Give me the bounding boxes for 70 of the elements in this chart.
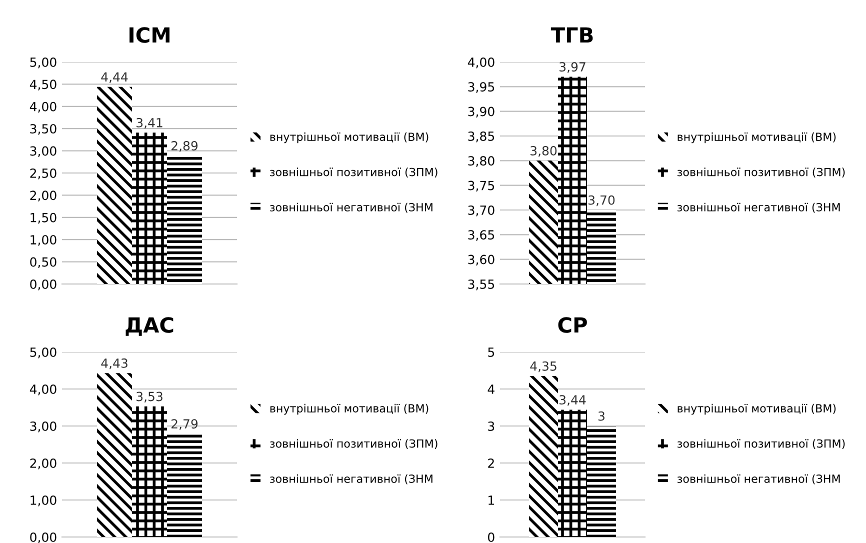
- y-tick-label: 0,00: [30, 279, 56, 290]
- chart-title: ДАС: [126, 317, 174, 336]
- data-label: 3,41: [136, 118, 162, 129]
- y-tick-label: 3,00: [30, 146, 56, 157]
- chart-title: ТГВ: [550, 27, 593, 43]
- y-tick-label: 3,75: [468, 180, 494, 192]
- y-tick-label: 1,00: [30, 235, 56, 246]
- data-label: 3: [598, 411, 604, 421]
- y-tick-label: 4,00: [30, 384, 56, 396]
- bar: [97, 373, 132, 537]
- y-tick-label: 5: [488, 348, 494, 357]
- y-tick-label: 1,50: [30, 212, 56, 224]
- y-tick-label: 3,90: [468, 106, 494, 118]
- bar: [132, 406, 167, 537]
- y-tick-label: 2: [488, 458, 494, 468]
- y-tick-label: 4,00: [468, 57, 494, 68]
- bar: [587, 426, 616, 537]
- legend-label: внутрішньої мотивації (ВМ): [270, 132, 428, 144]
- legend-label: внутрішньої мотивації (ВМ): [270, 404, 428, 415]
- data-label: 3,44: [560, 395, 586, 406]
- y-tick-label: 2,50: [30, 168, 56, 180]
- y-tick-label: 4,00: [30, 102, 56, 113]
- y-tick-label: 0,00: [30, 532, 56, 543]
- data-label: 3,80: [530, 146, 557, 157]
- data-label: 4,35: [530, 361, 556, 372]
- bar: [558, 410, 587, 537]
- y-tick-label: 3: [488, 421, 494, 431]
- y-tick-label: 3,55: [468, 279, 494, 290]
- y-tick-label: 4,50: [30, 80, 56, 90]
- legend-label: зовнішньої негативної (ЗНМ: [678, 202, 840, 213]
- y-tick-label: 5,00: [30, 347, 56, 358]
- legend-label: внутрішньої мотивації (ВМ): [678, 404, 836, 415]
- y-tick-label: 3,95: [468, 82, 494, 93]
- bar: [97, 86, 132, 284]
- y-tick-label: 3,70: [468, 205, 494, 216]
- y-tick-label: 1,00: [30, 495, 56, 506]
- y-tick-label: 1: [488, 496, 494, 505]
- data-label: 3,70: [588, 195, 615, 206]
- data-label: 3,53: [136, 392, 162, 402]
- legend-label: зовнішньої негативної (ЗНМ: [270, 474, 432, 484]
- data-label: 4,44: [101, 72, 128, 83]
- legend-label: зовнішньої позитивної (ЗПМ): [270, 168, 438, 178]
- data-label: 3,97: [560, 62, 586, 73]
- y-tick-label: 2,00: [30, 458, 56, 470]
- y-tick-label: 2,00: [30, 190, 56, 202]
- data-label: 4,43: [101, 358, 128, 370]
- y-tick-label: 3,85: [468, 131, 494, 142]
- bar: [167, 434, 202, 537]
- y-tick-label: 4: [488, 384, 494, 394]
- bar: [167, 156, 202, 284]
- data-label: 2,89: [172, 141, 198, 152]
- y-tick-label: 3,80: [468, 156, 494, 167]
- legend-label: зовнішньої позитивної (ЗПМ): [678, 168, 845, 178]
- legend-label: внутрішньої мотивації (ВМ): [678, 132, 836, 144]
- y-tick-label: 3,50: [30, 124, 56, 135]
- chart-title: СР: [558, 317, 587, 333]
- legend-label: зовнішньої позитивної (ЗПМ): [678, 439, 845, 450]
- legend-label: зовнішньої позитивної (ЗПМ): [270, 439, 438, 450]
- legend-label: зовнішньої негативної (ЗНМ: [270, 202, 432, 213]
- y-tick-label: 3,60: [468, 254, 494, 266]
- y-tick-label: 0,50: [30, 257, 56, 268]
- y-tick-label: 3,00: [30, 421, 56, 432]
- y-tick-label: 0: [488, 532, 494, 542]
- bar: [132, 132, 167, 284]
- chart-title: ІСМ: [130, 27, 170, 43]
- y-tick-label: 3,65: [468, 230, 494, 241]
- legend-label: зовнішньої негативної (ЗНМ: [678, 474, 840, 484]
- data-label: 2,79: [172, 419, 198, 430]
- y-tick-label: 5,00: [30, 57, 56, 68]
- bar: [529, 376, 558, 537]
